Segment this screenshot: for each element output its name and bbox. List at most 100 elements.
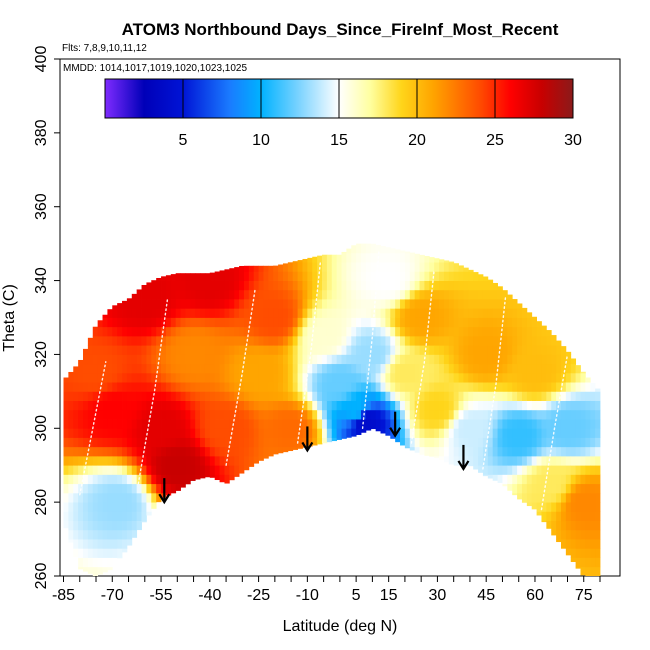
heatmap-cell	[502, 308, 508, 318]
heatmap-cell	[92, 345, 99, 355]
heatmap-cell	[83, 539, 89, 549]
heatmap-cell	[224, 308, 230, 318]
heatmap-cell	[243, 446, 250, 457]
heatmap-cell	[302, 326, 308, 337]
heatmap-cell	[297, 363, 303, 374]
heatmap-cell	[453, 289, 459, 300]
heatmap-cell	[526, 483, 533, 494]
y-tick-label: 320	[33, 341, 50, 368]
heatmap-cell	[278, 428, 284, 438]
heatmap-cell	[570, 446, 577, 457]
heatmap-cell	[400, 271, 406, 281]
heatmap-cell	[482, 428, 489, 438]
heatmap-cell	[83, 400, 89, 411]
heatmap-cell	[336, 299, 342, 309]
heatmap-cell	[151, 465, 157, 475]
heatmap-cell	[409, 271, 416, 281]
heatmap-cell	[546, 409, 552, 420]
heatmap-cell	[287, 289, 294, 300]
heatmap-cell	[239, 317, 245, 328]
heatmap-cell	[117, 511, 123, 522]
heatmap-cell	[126, 354, 133, 365]
heatmap-cell	[487, 372, 494, 383]
heatmap-cell	[336, 289, 342, 300]
heatmap-cell	[112, 345, 118, 355]
heatmap-cell	[585, 539, 591, 549]
heatmap-cell	[419, 354, 425, 365]
flights-subtitle: Flts: 7,8,9,10,11,12	[62, 43, 147, 54]
heatmap-cell	[526, 354, 533, 365]
heatmap-cell	[92, 335, 99, 346]
heatmap-cell	[292, 335, 299, 346]
heatmap-cell	[502, 419, 508, 429]
heatmap-cell	[570, 520, 577, 531]
heatmap-cell	[185, 308, 191, 318]
heatmap-cell	[258, 428, 264, 438]
heatmap-cell	[370, 419, 377, 429]
heatmap-cell	[565, 446, 572, 457]
heatmap-cell	[497, 372, 503, 383]
heatmap-cell	[414, 382, 420, 392]
heatmap-cell	[497, 446, 503, 457]
heatmap-cell	[175, 326, 181, 337]
heatmap-cell	[156, 446, 162, 457]
heatmap-cell	[595, 446, 601, 457]
tropopause-arrow	[389, 411, 402, 438]
heatmap-cell	[190, 299, 196, 309]
heatmap-cell	[434, 299, 440, 309]
heatmap-cell	[336, 382, 342, 392]
heatmap-cell	[102, 345, 108, 355]
heatmap-cell	[492, 317, 498, 328]
heatmap-cell	[243, 326, 250, 337]
heatmap-cell	[517, 335, 523, 346]
heatmap-cell	[541, 335, 547, 346]
heatmap-cell	[73, 391, 79, 401]
heatmap-cell	[326, 354, 333, 365]
heatmap-cell	[380, 252, 386, 263]
heatmap-cell	[253, 372, 259, 383]
heatmap-cell	[585, 548, 591, 558]
heatmap-cell	[312, 280, 318, 291]
heatmap-cell	[151, 345, 157, 355]
heatmap-cell	[404, 326, 411, 337]
heatmap-cell	[117, 308, 123, 318]
heatmap-cell	[68, 520, 74, 531]
heatmap-cell	[429, 446, 435, 457]
heatmap-cell	[385, 289, 391, 300]
heatmap-cell	[521, 446, 528, 457]
heatmap-cell	[541, 474, 547, 485]
heatmap-cell	[453, 363, 459, 374]
heatmap-cell	[161, 299, 167, 309]
heatmap-cell	[365, 252, 372, 263]
heatmap-cell	[439, 345, 445, 355]
heatmap-cell	[536, 382, 542, 392]
heatmap-cell	[409, 280, 416, 291]
heatmap-cell	[224, 326, 230, 337]
heatmap-cell	[209, 455, 216, 466]
heatmap-cell	[243, 372, 250, 383]
heatmap-cell	[521, 483, 528, 494]
heatmap-cell	[370, 372, 377, 383]
heatmap-cell	[180, 474, 186, 485]
heatmap-cell	[380, 409, 386, 420]
heatmap-cell	[234, 317, 240, 328]
heatmap-cell	[180, 409, 186, 420]
heatmap-cell	[473, 363, 479, 374]
heatmap-cell	[414, 345, 420, 355]
flight-track	[361, 250, 380, 429]
heatmap-cell	[551, 520, 557, 531]
heatmap-cell	[570, 409, 577, 420]
heatmap-cell	[551, 419, 557, 429]
heatmap-cell	[482, 289, 489, 300]
heatmap-cell	[375, 280, 381, 291]
heatmap-cell	[253, 317, 259, 328]
heatmap-cell	[375, 299, 381, 309]
heatmap-cell	[287, 372, 294, 383]
heatmap-cell	[263, 400, 269, 411]
heatmap-cell	[243, 437, 250, 448]
heatmap-cell	[253, 409, 259, 420]
heatmap-cell	[468, 354, 474, 365]
heatmap-cell	[585, 455, 591, 466]
heatmap-cell	[239, 437, 245, 448]
heatmap-cell	[536, 391, 542, 401]
